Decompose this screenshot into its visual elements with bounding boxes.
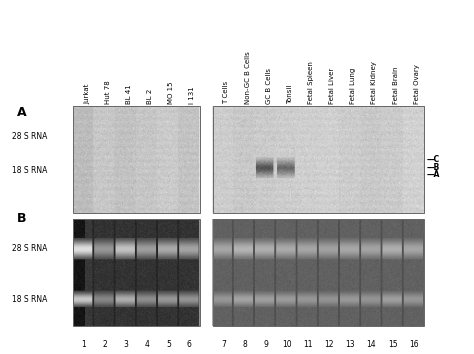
Text: 6: 6	[187, 340, 192, 349]
Bar	[73, 106, 200, 213]
Text: T Cells: T Cells	[223, 81, 229, 104]
Text: Fetal Ovary: Fetal Ovary	[414, 64, 419, 104]
Text: Fetal Spleen: Fetal Spleen	[308, 62, 314, 104]
Text: GC B Cells: GC B Cells	[266, 68, 272, 104]
Text: —C: —C	[427, 155, 440, 164]
Text: 1: 1	[82, 340, 86, 349]
Text: 3: 3	[124, 340, 128, 349]
Text: Jurkat: Jurkat	[84, 84, 90, 104]
Text: Hut 78: Hut 78	[105, 81, 111, 104]
Text: Fetal Liver: Fetal Liver	[329, 68, 335, 104]
Text: Non-GC B Cells: Non-GC B Cells	[245, 52, 251, 104]
Text: Fetal Brain: Fetal Brain	[392, 67, 399, 104]
Text: A: A	[17, 106, 26, 119]
Text: BL 2: BL 2	[147, 89, 153, 104]
Text: 13: 13	[346, 340, 355, 349]
Text: MO 15: MO 15	[168, 82, 174, 104]
Bar	[213, 106, 424, 213]
Text: 18 S RNA: 18 S RNA	[12, 166, 47, 175]
Bar	[213, 219, 424, 326]
Text: 10: 10	[282, 340, 292, 349]
Text: 9: 9	[263, 340, 268, 349]
Text: 14: 14	[366, 340, 376, 349]
Text: 28 S RNA: 28 S RNA	[12, 245, 47, 253]
Text: —A: —A	[427, 170, 440, 179]
Text: BL 41: BL 41	[126, 85, 132, 104]
Text: Fetal Kidney: Fetal Kidney	[372, 62, 377, 104]
Text: Tonsil: Tonsil	[287, 85, 293, 104]
Text: 15: 15	[388, 340, 397, 349]
Text: 2: 2	[103, 340, 108, 349]
Text: 18 S RNA: 18 S RNA	[12, 295, 47, 303]
Text: 5: 5	[166, 340, 171, 349]
Text: 28 S RNA: 28 S RNA	[12, 132, 47, 141]
Text: 11: 11	[303, 340, 313, 349]
Text: I 131: I 131	[190, 87, 195, 104]
Text: 8: 8	[242, 340, 247, 349]
Text: 12: 12	[324, 340, 334, 349]
Text: 16: 16	[409, 340, 419, 349]
Text: B: B	[17, 212, 26, 225]
Bar	[73, 219, 200, 326]
Text: —B: —B	[427, 164, 440, 172]
Text: 7: 7	[221, 340, 226, 349]
Text: 4: 4	[145, 340, 150, 349]
Text: Fetal Lung: Fetal Lung	[350, 68, 356, 104]
